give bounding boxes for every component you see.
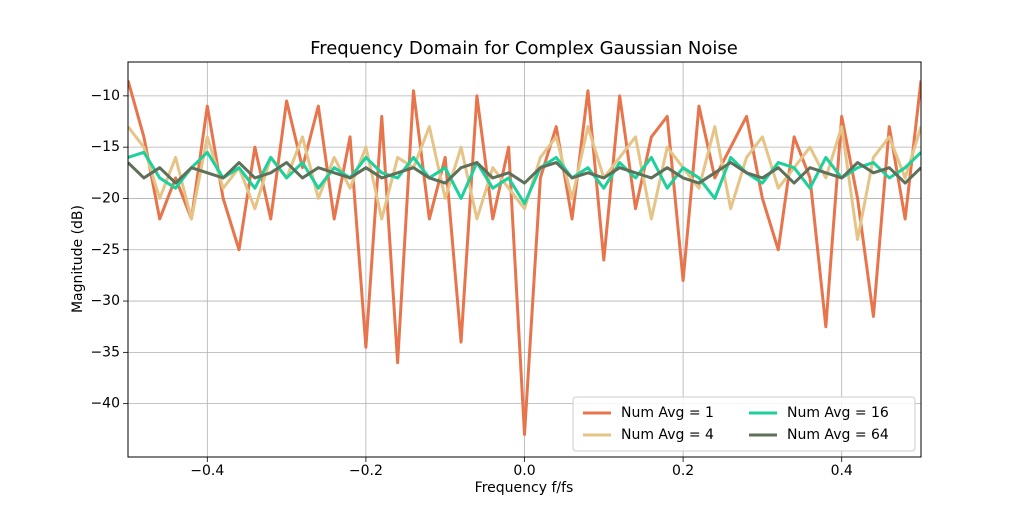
legend-label: Num Avg = 1: [621, 405, 714, 421]
series-line: [128, 150, 921, 206]
legend-label: Num Avg = 16: [787, 405, 889, 421]
x-tick-label: 0.2: [672, 463, 694, 479]
legend-label: Num Avg = 64: [787, 427, 889, 443]
y-axis-label: Magnitude (dB): [70, 205, 86, 313]
x-tick-label: 0.0: [513, 463, 535, 479]
y-tick-label: −10: [90, 88, 120, 104]
x-tick-label: 0.4: [831, 463, 853, 479]
y-tick-label: −40: [90, 396, 120, 412]
y-tick-label: −20: [90, 190, 120, 206]
plot-frame: [127, 61, 922, 458]
x-tick-label: −0.4: [190, 463, 224, 479]
y-tick-label: −30: [90, 293, 120, 309]
series-line: [128, 161, 921, 185]
y-tick-label: −15: [90, 139, 120, 155]
legend-label: Num Avg = 4: [621, 427, 714, 443]
x-axis-label: Frequency f/fs: [475, 480, 574, 496]
legend-box: [572, 396, 916, 452]
chart-title: Frequency Domain for Complex Gaussian No…: [310, 38, 738, 59]
y-tick-label: −25: [90, 242, 120, 258]
x-tick-label: −0.2: [349, 463, 383, 479]
y-tick-label: −35: [90, 344, 120, 360]
series-line: [128, 125, 921, 241]
